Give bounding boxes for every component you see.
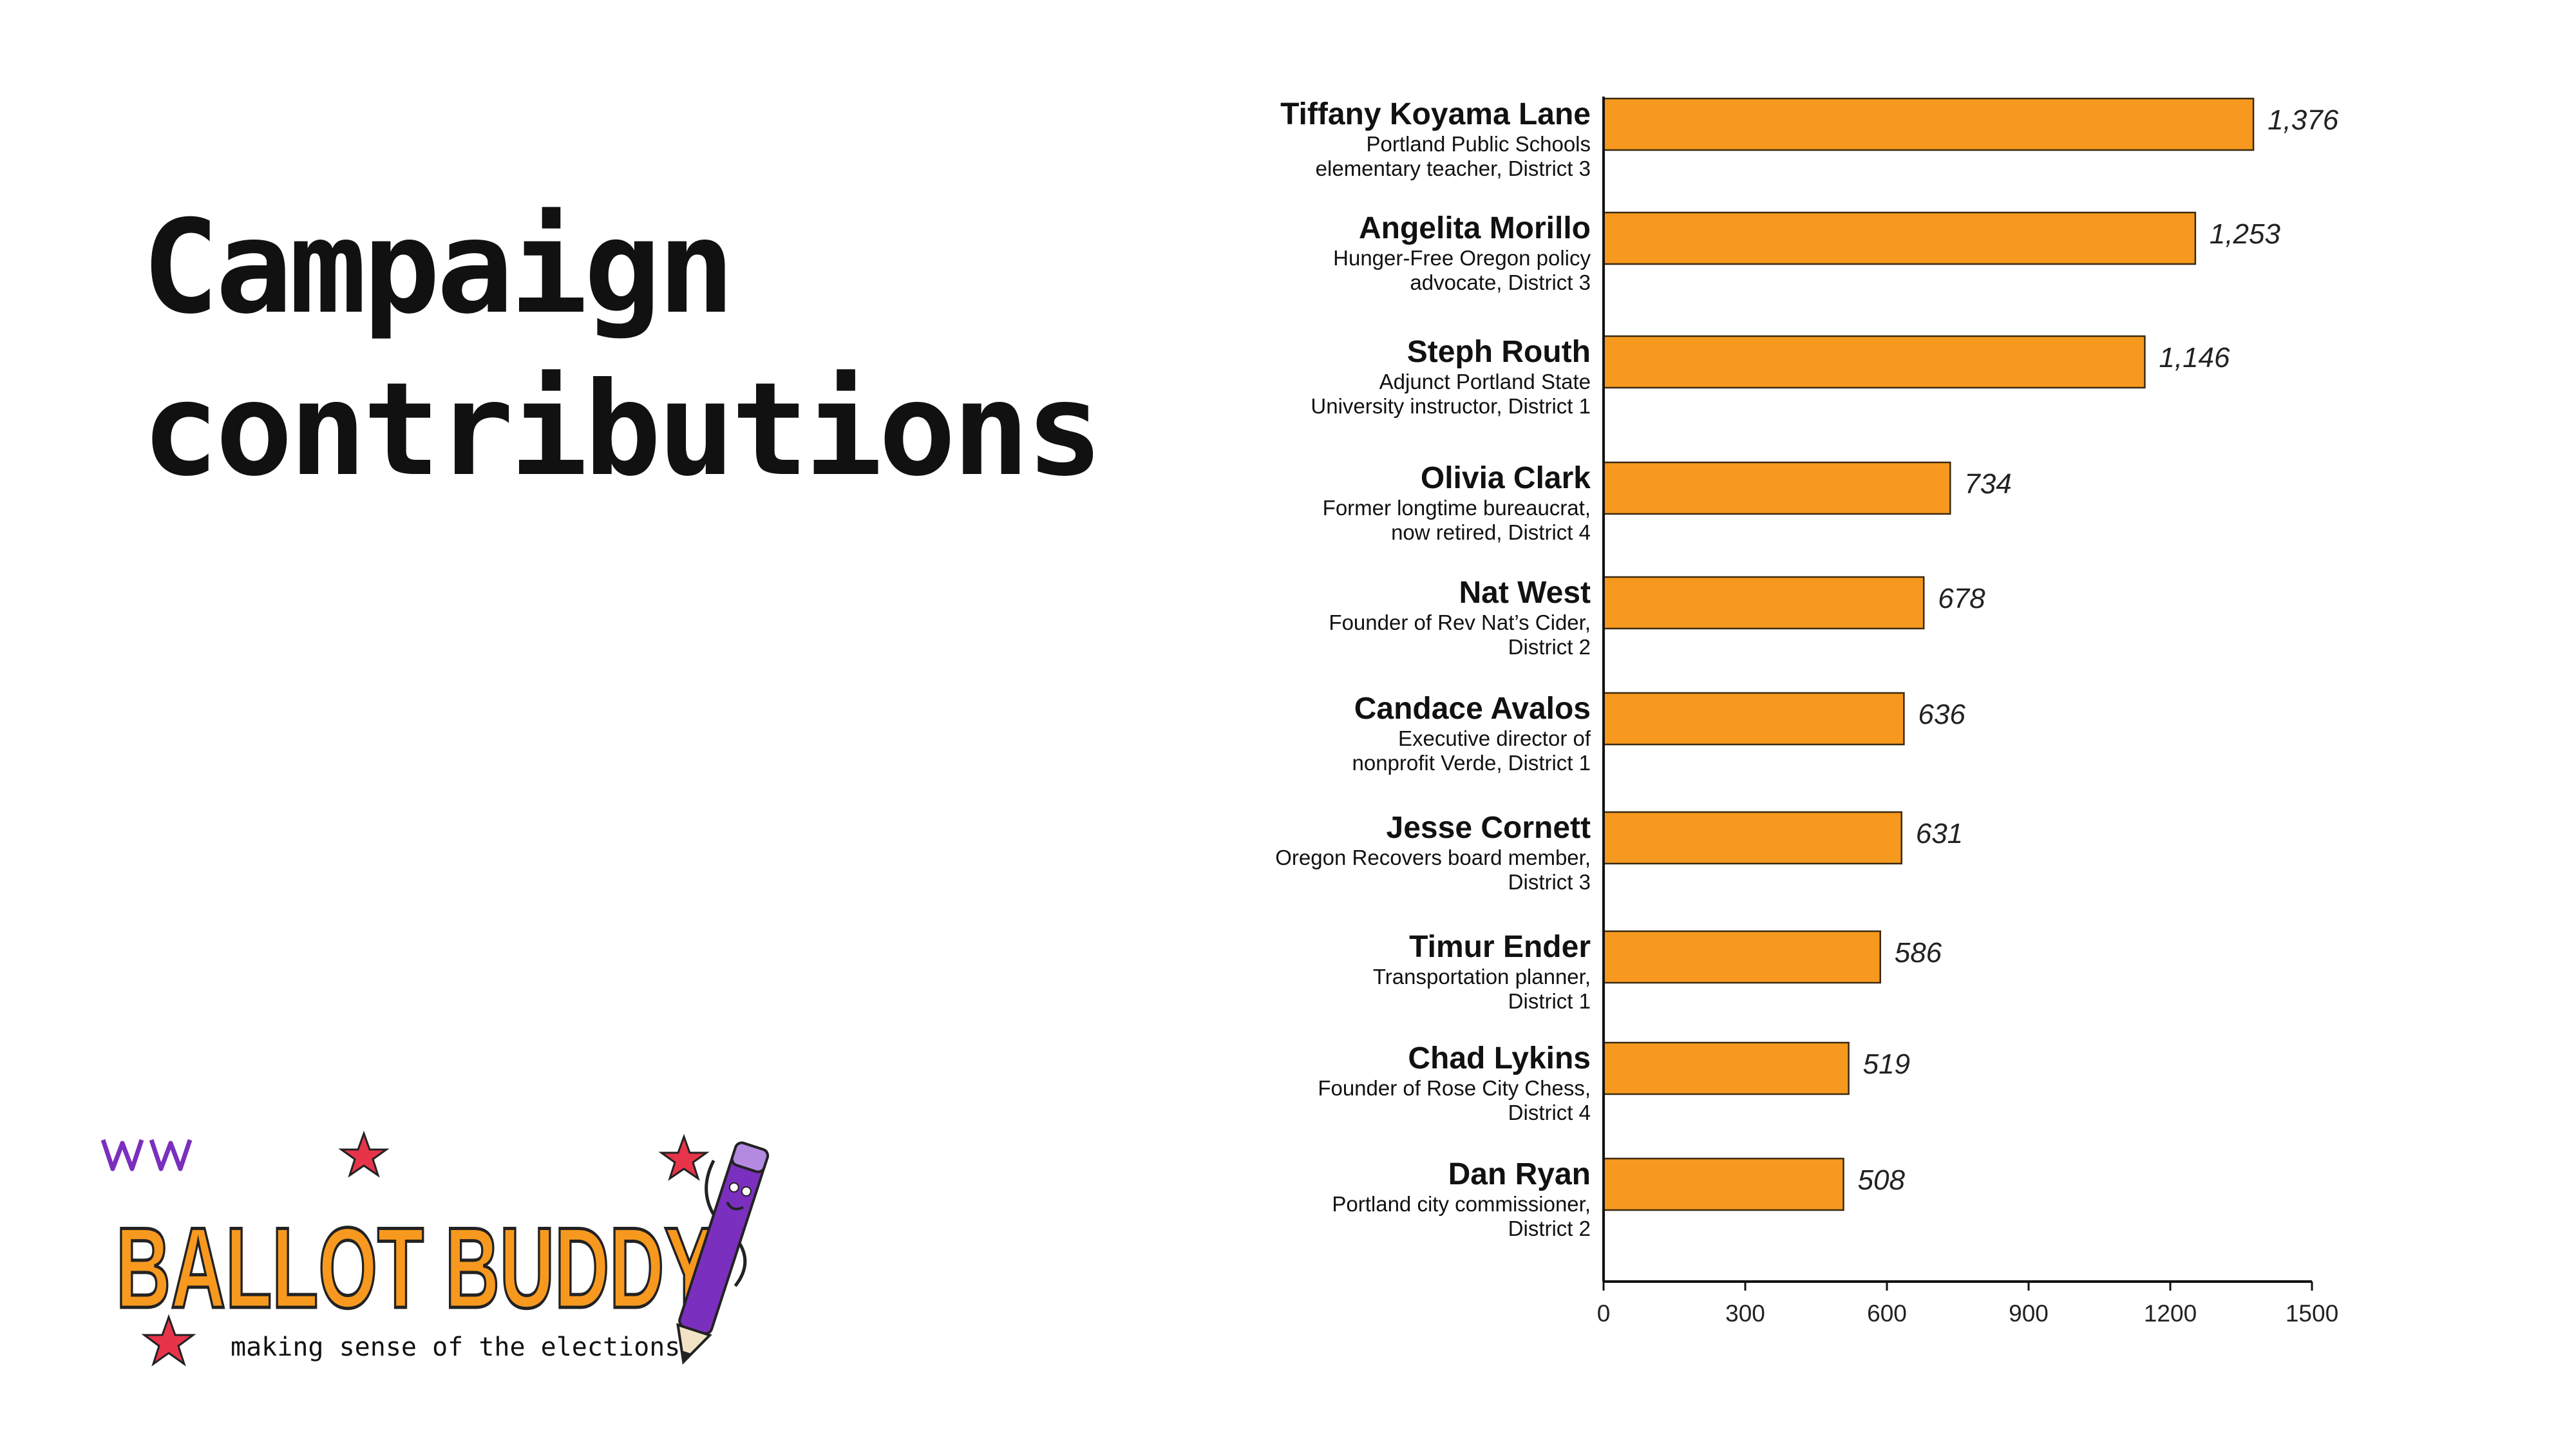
bar-value-label: 1,146 bbox=[2159, 342, 2230, 374]
bar bbox=[1602, 692, 1905, 746]
candidate-description: advocate, District 3 bbox=[1410, 270, 1591, 294]
star-icon bbox=[141, 1314, 196, 1367]
candidate-description: Portland city commissioner, bbox=[1332, 1192, 1591, 1216]
candidate-description: District 3 bbox=[1508, 870, 1591, 894]
bar-value-label: 508 bbox=[1858, 1164, 1906, 1196]
candidate-name: Nat West bbox=[1459, 576, 1591, 610]
candidate-name: Angelita Morillo bbox=[1359, 211, 1591, 245]
candidate-description: elementary teacher, District 3 bbox=[1316, 156, 1591, 180]
bar-value-label: 734 bbox=[1964, 468, 2011, 500]
x-tick-label: 300 bbox=[1725, 1300, 1765, 1327]
bar bbox=[1602, 930, 1881, 984]
squiggle-icon bbox=[149, 1139, 193, 1171]
candidate-name: Olivia Clark bbox=[1421, 461, 1591, 495]
bar bbox=[1602, 97, 2255, 151]
logo-tagline: making sense of the elections bbox=[231, 1332, 680, 1362]
x-tick-label: 0 bbox=[1597, 1300, 1611, 1327]
candidate-description: Hunger-Free Oregon policy bbox=[1333, 246, 1591, 270]
bar-value-label: 636 bbox=[1918, 699, 1965, 730]
candidate-name: Steph Routh bbox=[1407, 335, 1591, 369]
x-tick-label: 1500 bbox=[2286, 1300, 2338, 1327]
bar-value-label: 519 bbox=[1863, 1048, 1910, 1080]
bar bbox=[1602, 576, 1925, 630]
candidate-name: Tiffany Koyama Lane bbox=[1280, 97, 1591, 131]
x-tick-label: 1200 bbox=[2144, 1300, 2197, 1327]
candidate-description: nonprofit Verde, District 1 bbox=[1352, 751, 1591, 775]
candidate-description: Executive director of bbox=[1398, 726, 1591, 750]
bar bbox=[1602, 1157, 1844, 1211]
candidate-description: Portland Public Schools bbox=[1366, 132, 1591, 156]
bar bbox=[1602, 811, 1902, 865]
candidate-description: District 2 bbox=[1508, 635, 1591, 659]
squiggle-icon bbox=[100, 1139, 144, 1171]
bar bbox=[1602, 1041, 1850, 1095]
candidate-description: University instructor, District 1 bbox=[1311, 394, 1591, 418]
candidate-description: Transportation planner, bbox=[1373, 965, 1591, 989]
candidate-description: Oregon Recovers board member, bbox=[1275, 846, 1591, 869]
x-tick-label: 600 bbox=[1867, 1300, 1907, 1327]
candidate-description: Founder of Rev Nat’s Cider, bbox=[1329, 611, 1591, 634]
bar-value-label: 1,376 bbox=[2268, 104, 2339, 136]
candidate-name: Candace Avalos bbox=[1354, 692, 1591, 726]
candidate-name: Timur Ender bbox=[1409, 930, 1591, 964]
bar bbox=[1602, 461, 1951, 515]
candidate-description: District 4 bbox=[1508, 1101, 1591, 1124]
star-icon bbox=[658, 1133, 710, 1181]
bar-value-label: 586 bbox=[1895, 937, 1942, 969]
x-tick-label: 900 bbox=[2009, 1300, 2049, 1327]
bar-value-label: 678 bbox=[1938, 583, 1985, 614]
candidate-name: Chad Lykins bbox=[1408, 1041, 1591, 1075]
candidate-description: District 1 bbox=[1508, 989, 1591, 1013]
bar-value-label: 631 bbox=[1916, 818, 1963, 849]
ballot-buddy-logo: BALLOT BUDDY making sense of the electio… bbox=[100, 1130, 770, 1367]
candidate-description: Founder of Rose City Chess, bbox=[1318, 1076, 1591, 1100]
bar bbox=[1602, 211, 2197, 265]
candidate-name: Jesse Cornett bbox=[1387, 811, 1591, 845]
page-title-line-1: Campaign bbox=[142, 193, 735, 343]
bar-value-label: 1,253 bbox=[2210, 218, 2281, 250]
candidate-description: Former longtime bureaucrat, bbox=[1323, 496, 1591, 520]
page-title-line-2: contributions bbox=[142, 355, 1103, 505]
bar bbox=[1602, 335, 2146, 389]
candidate-description: District 2 bbox=[1508, 1217, 1591, 1240]
candidate-description: Adjunct Portland State bbox=[1379, 370, 1591, 393]
candidate-name: Dan Ryan bbox=[1448, 1157, 1591, 1191]
page-title: Campaign contributions bbox=[142, 187, 1236, 511]
logo-wordmark: BALLOT BUDDY bbox=[116, 1204, 715, 1332]
star-icon bbox=[338, 1130, 390, 1178]
candidate-description: now retired, District 4 bbox=[1391, 520, 1591, 544]
pencil-mascot-icon bbox=[676, 1141, 770, 1365]
